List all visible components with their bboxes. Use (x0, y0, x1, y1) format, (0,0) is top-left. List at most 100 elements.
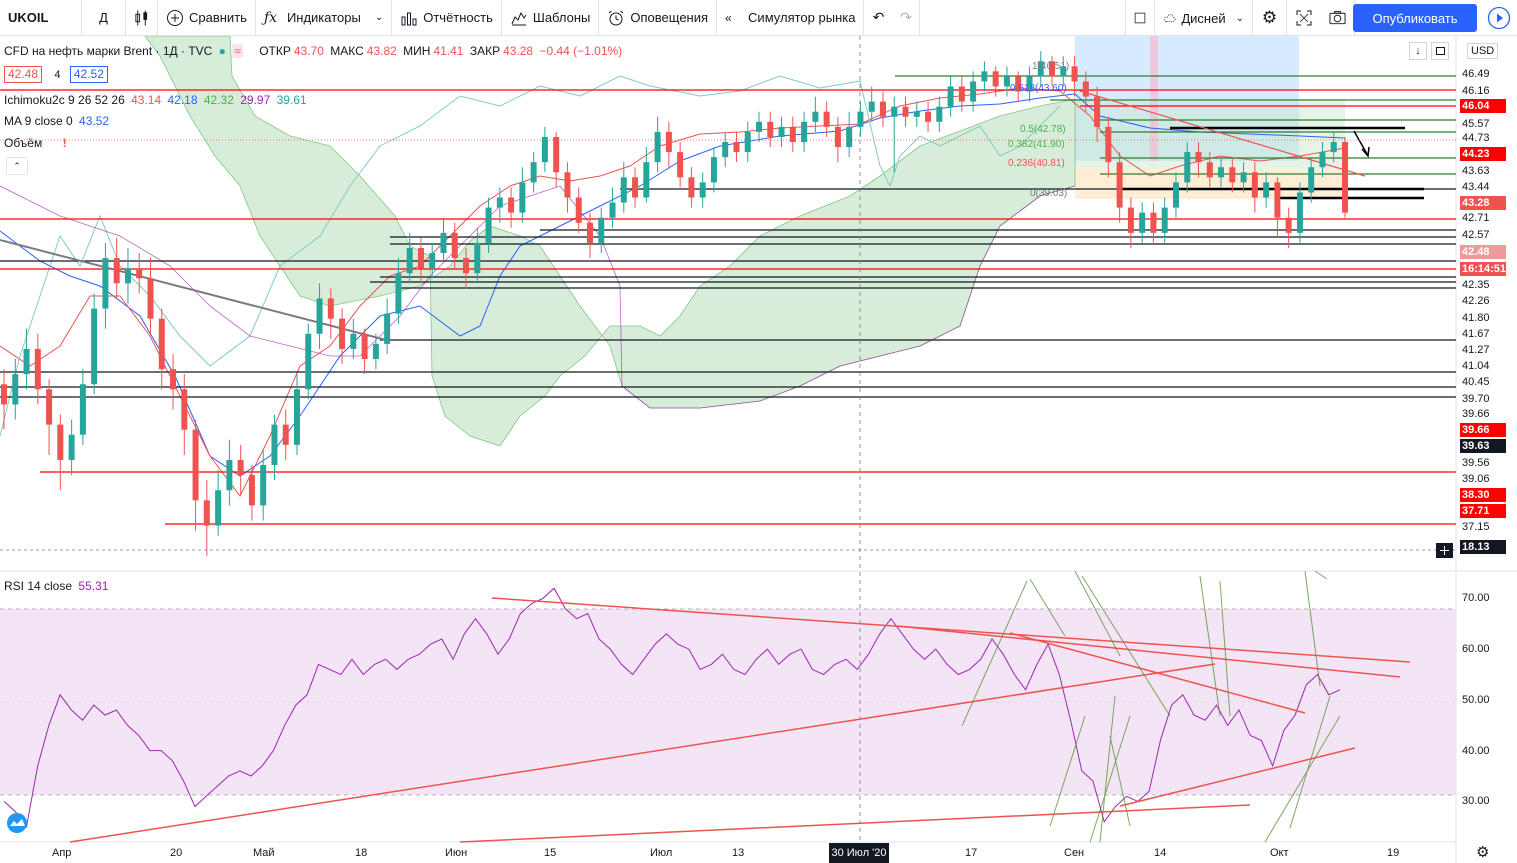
bar-replay-button[interactable]: « Симулятор рынка (717, 0, 865, 36)
symbol-search-button[interactable]: UKOIL (0, 0, 82, 36)
candle (372, 333, 379, 370)
candle-body (677, 152, 684, 178)
candle-body (981, 71, 988, 82)
ma-legend[interactable]: MA 9 close 0 43.52 (4, 114, 112, 128)
templates-button[interactable]: Шаблоны (502, 0, 600, 36)
warning-icon[interactable]: ! (62, 136, 67, 150)
financials-button[interactable]: Отчётность (392, 0, 502, 36)
candle (508, 187, 515, 228)
price-axis-label: 46.49 (1462, 68, 1490, 80)
candle-body (79, 384, 86, 435)
fullscreen-button[interactable] (1287, 0, 1321, 36)
fib-label: 1(46.51) (1032, 61, 1069, 72)
chart-canvas[interactable]: 1(46.51) 0.618(43.60) 0.5(42.78) 0.382(4… (0, 36, 1517, 863)
scroll-to-realtime-button[interactable]: ↓ (1409, 42, 1427, 60)
collapse-legend-button[interactable]: ⌃ (6, 157, 28, 175)
candle-body (1308, 167, 1315, 193)
candle-body (879, 101, 886, 117)
redo-button[interactable]: ↷ (892, 0, 921, 36)
alerts-button[interactable]: Оповещения (599, 0, 718, 36)
candle (440, 217, 447, 264)
candle-body (271, 424, 278, 466)
chart-style-button[interactable] (126, 0, 158, 36)
candle-body (1060, 66, 1067, 77)
currency-label[interactable]: USD (1467, 43, 1499, 59)
compare-button[interactable]: Сравнить (158, 0, 256, 36)
price-axis-label: 41.27 (1462, 344, 1490, 356)
time-axis-label: 18 (355, 847, 368, 859)
gear-icon: ⚙ (1261, 8, 1278, 27)
buy-price-button[interactable]: 42.52 (69, 66, 108, 83)
candle-body (485, 207, 492, 243)
candle (12, 359, 19, 420)
candle (1116, 152, 1123, 223)
candle (23, 328, 30, 390)
candle-body (992, 71, 999, 87)
candle-body (913, 111, 920, 117)
candle (79, 369, 86, 445)
volume-legend[interactable]: Объём ! (4, 136, 70, 150)
candle-body (767, 121, 774, 137)
interval-button[interactable]: Д (82, 0, 126, 36)
price-axis-label: 43.28 (1460, 196, 1506, 210)
price-axis-label: 40.45 (1462, 376, 1490, 388)
snapshot-button[interactable] (1321, 0, 1355, 36)
price-axis-label: 39.56 (1462, 457, 1490, 469)
restore-pane-button[interactable] (1431, 42, 1449, 60)
candle-body (564, 172, 571, 198)
bar-chart-icon (401, 12, 417, 25)
alarm-clock-icon (609, 10, 624, 25)
candle (181, 374, 188, 455)
candle (1127, 197, 1134, 248)
price-axis-label: 45.57 (1462, 118, 1490, 130)
candle-body (834, 126, 841, 148)
arrow-down-icon: ↓ (1415, 45, 1421, 57)
layout-name-button[interactable]: Дисней ⌄ (1155, 0, 1253, 36)
candle-body (136, 268, 143, 279)
candle (293, 374, 300, 455)
candle-body (823, 111, 830, 127)
candle (1229, 157, 1236, 193)
candle (215, 470, 222, 536)
tradingview-logo[interactable] (4, 812, 30, 834)
time-axis-label: Июн (445, 847, 468, 859)
series-title[interactable]: CFD на нефть марки Brent · 1Д · TVC (4, 44, 213, 58)
candle (699, 172, 706, 208)
candle-body (226, 459, 233, 491)
time-axis-label: Окт (1270, 847, 1289, 859)
candle (891, 96, 898, 173)
candle (136, 253, 143, 294)
publish-button[interactable]: Опубликовать (1353, 4, 1477, 32)
rsi-legend[interactable]: RSI 14 close 55.31 (4, 579, 111, 593)
crosshair-plus-icon[interactable] (1436, 543, 1453, 558)
candle (981, 61, 988, 92)
candle-body (722, 141, 729, 158)
sell-price-button[interactable]: 42.48 (4, 66, 43, 83)
candle (1296, 182, 1303, 243)
settings-button[interactable]: ⚙ (1253, 0, 1287, 36)
ohlc-low: 41.41 (433, 44, 464, 58)
templates-icon (511, 11, 527, 25)
candle-body (1116, 162, 1123, 208)
crosshair-date-text: 30 Июл '20 (831, 847, 887, 859)
candle (1251, 162, 1258, 213)
rsi-value: 55.31 (78, 579, 109, 593)
ichimoku-legend[interactable]: Ichimoku2c 9 26 52 26 43.14 42.18 42.32 … (4, 93, 310, 107)
candle-body (1285, 217, 1292, 233)
play-circle-icon[interactable] (1487, 6, 1511, 30)
price-axis-label: 39.06 (1462, 473, 1490, 485)
wave-icon[interactable]: ≈ (232, 44, 243, 58)
candle (744, 121, 751, 163)
candle-body (1263, 182, 1270, 198)
layout-button[interactable] (1125, 0, 1155, 36)
chart-settings-button[interactable]: ⚙ (1476, 843, 1489, 861)
candle-body (1037, 61, 1044, 77)
candle (113, 237, 120, 299)
candle-body (1150, 212, 1157, 233)
candle (643, 147, 650, 203)
candle-body (361, 333, 368, 360)
candle-body (12, 374, 19, 405)
eye-toggle-icon[interactable]: ● (218, 44, 226, 58)
indicators-button[interactable]: ƒx Индикаторы ⌄ (256, 0, 393, 36)
undo-button[interactable]: ↶ (864, 0, 892, 36)
